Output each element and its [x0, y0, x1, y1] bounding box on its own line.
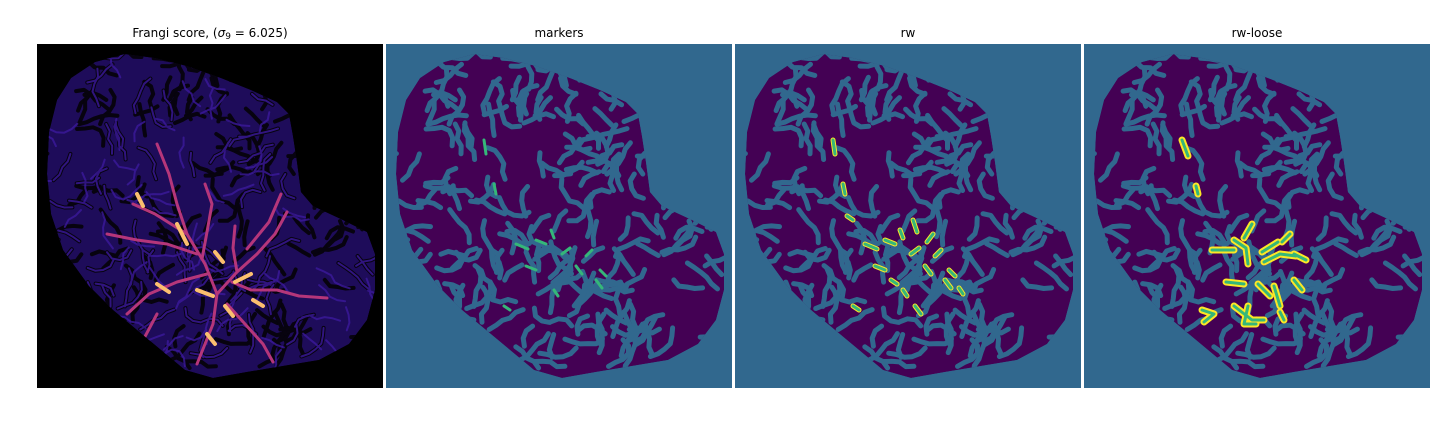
- panel-title-markers: markers: [534, 26, 584, 40]
- panel-title-frangi: Frangi score, (σ9 = 6.025): [132, 26, 288, 42]
- panel-title-rw: rw: [900, 26, 916, 40]
- panel-title-rw-loose: rw-loose: [1231, 26, 1283, 40]
- markers-image: [386, 44, 732, 388]
- rw-image: [735, 44, 1081, 388]
- frangi-score-image: [37, 44, 383, 388]
- rw-loose-image: [1084, 44, 1430, 388]
